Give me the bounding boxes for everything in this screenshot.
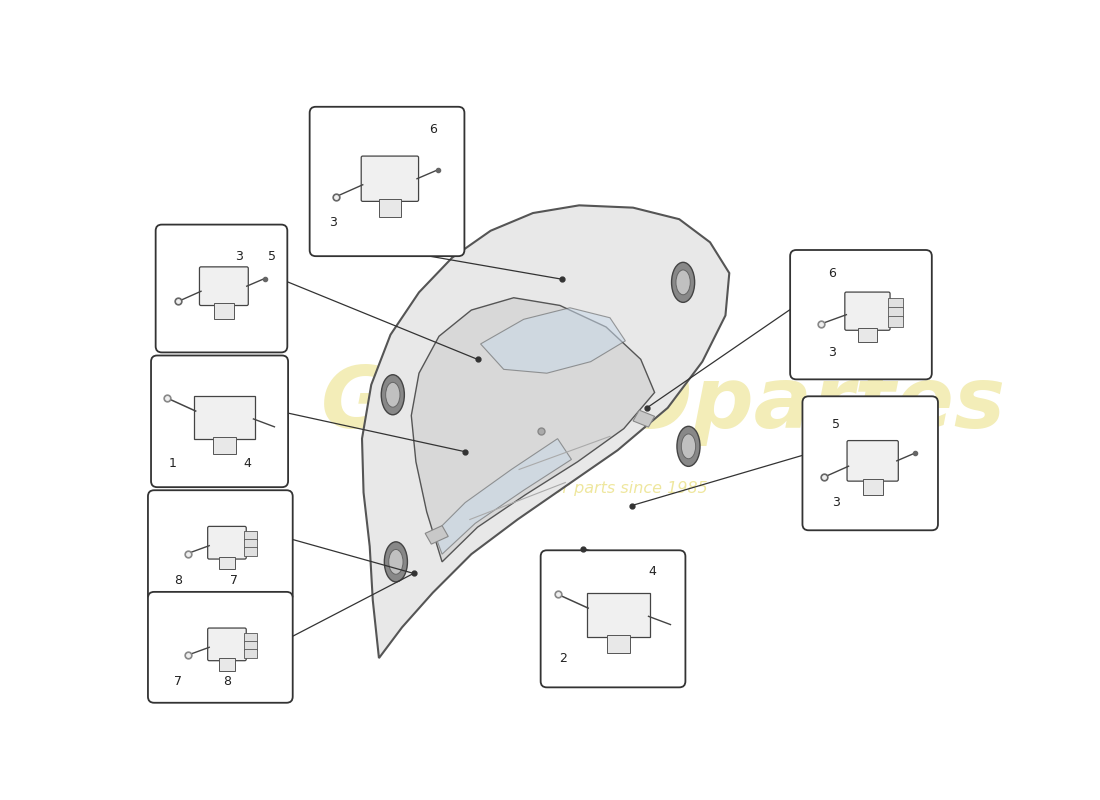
FancyBboxPatch shape	[586, 593, 650, 637]
Text: 6: 6	[429, 123, 437, 136]
Polygon shape	[634, 410, 654, 427]
FancyBboxPatch shape	[219, 658, 235, 670]
FancyBboxPatch shape	[845, 292, 890, 330]
Text: 3: 3	[235, 250, 243, 262]
FancyBboxPatch shape	[847, 441, 899, 481]
FancyBboxPatch shape	[244, 531, 257, 540]
Text: 4: 4	[649, 565, 657, 578]
FancyBboxPatch shape	[310, 106, 464, 256]
Text: GliAutOpartes: GliAutOpartes	[321, 362, 1006, 446]
Ellipse shape	[386, 382, 400, 407]
Text: 6: 6	[828, 267, 836, 280]
Polygon shape	[362, 206, 729, 658]
FancyBboxPatch shape	[214, 303, 233, 318]
Ellipse shape	[382, 374, 405, 414]
FancyBboxPatch shape	[862, 479, 883, 495]
Ellipse shape	[676, 426, 700, 466]
Text: 7: 7	[230, 574, 238, 586]
FancyBboxPatch shape	[361, 156, 419, 202]
FancyBboxPatch shape	[606, 634, 630, 653]
FancyBboxPatch shape	[541, 550, 685, 687]
FancyBboxPatch shape	[213, 437, 235, 454]
FancyBboxPatch shape	[244, 547, 257, 556]
FancyBboxPatch shape	[199, 267, 249, 306]
Text: 3: 3	[329, 216, 337, 229]
FancyBboxPatch shape	[244, 633, 257, 642]
FancyBboxPatch shape	[802, 396, 938, 530]
Text: 1: 1	[168, 457, 176, 470]
Text: 3: 3	[832, 496, 839, 509]
Ellipse shape	[681, 434, 695, 458]
Polygon shape	[411, 298, 654, 562]
Ellipse shape	[671, 262, 695, 302]
FancyBboxPatch shape	[194, 396, 255, 439]
Text: a passion for parts since 1985: a passion for parts since 1985	[466, 481, 707, 496]
FancyBboxPatch shape	[147, 490, 293, 601]
Text: 5: 5	[832, 418, 839, 431]
FancyBboxPatch shape	[156, 225, 287, 353]
Polygon shape	[434, 438, 572, 554]
FancyBboxPatch shape	[151, 355, 288, 487]
Ellipse shape	[675, 270, 691, 294]
FancyBboxPatch shape	[244, 539, 257, 548]
Ellipse shape	[384, 542, 407, 582]
FancyBboxPatch shape	[378, 199, 402, 217]
Ellipse shape	[388, 550, 403, 574]
FancyBboxPatch shape	[219, 557, 235, 569]
FancyBboxPatch shape	[208, 526, 246, 559]
Text: 8: 8	[223, 675, 231, 688]
Text: 3: 3	[828, 346, 836, 358]
FancyBboxPatch shape	[888, 307, 903, 318]
FancyBboxPatch shape	[888, 298, 903, 308]
FancyBboxPatch shape	[244, 649, 257, 658]
FancyBboxPatch shape	[208, 628, 246, 661]
FancyBboxPatch shape	[790, 250, 932, 379]
Text: 4: 4	[243, 457, 251, 470]
Polygon shape	[425, 526, 449, 544]
Text: 7: 7	[174, 675, 182, 688]
Text: 8: 8	[174, 574, 182, 586]
FancyBboxPatch shape	[858, 328, 877, 342]
Polygon shape	[481, 308, 625, 373]
Text: 2: 2	[559, 652, 566, 666]
FancyBboxPatch shape	[244, 641, 257, 650]
Text: 5: 5	[267, 250, 276, 262]
FancyBboxPatch shape	[888, 316, 903, 326]
FancyBboxPatch shape	[147, 592, 293, 702]
